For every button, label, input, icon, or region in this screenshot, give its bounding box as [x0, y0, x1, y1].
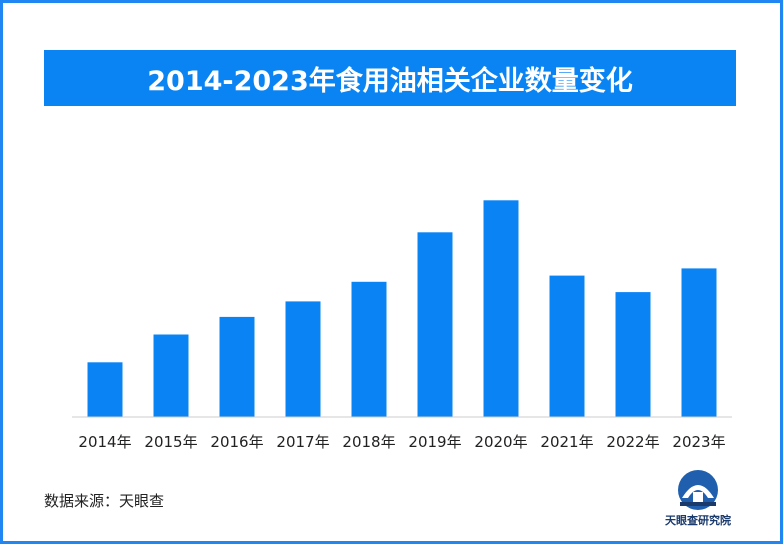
bar-5: [417, 232, 453, 417]
x-tick-label: 2019年: [408, 433, 461, 451]
x-tick-label: 2017年: [276, 433, 329, 451]
bar-4: [351, 281, 387, 417]
bar-9: [681, 268, 717, 417]
bar-2: [219, 316, 255, 417]
tianyancha-logo-icon: [678, 470, 718, 510]
bar-3: [285, 301, 321, 417]
tianyancha-logo: 天眼查研究院: [658, 468, 738, 534]
bar-1: [153, 334, 189, 417]
x-tick-labels: 2014年 2015年 2016年 2017年 2018年 2019年 2020年 2021年…: [78, 433, 725, 451]
bar-7: [549, 275, 585, 417]
x-tick-label: 2015年: [144, 433, 197, 451]
bar-6: [483, 200, 519, 417]
logo-text: 天眼查研究院: [665, 514, 731, 527]
title-banner: 2014-2023年食用油相关企业数量变化: [44, 50, 736, 106]
x-tick-label: 2023年: [672, 433, 725, 451]
x-tick-label: 2022年: [606, 433, 659, 451]
bars: [87, 200, 717, 417]
x-tick-label: 2014年: [78, 433, 131, 451]
data-source-note: 数据来源：天眼查: [44, 492, 165, 510]
bar-8: [615, 292, 651, 417]
x-tick-label: 2016年: [210, 433, 263, 451]
x-tick-label: 2020年: [474, 433, 527, 451]
bar-0: [87, 362, 123, 417]
x-tick-label: 2018年: [342, 433, 395, 451]
chart-title: 2014-2023年食用油相关企业数量变化: [147, 65, 633, 97]
x-tick-label: 2021年: [540, 433, 593, 451]
